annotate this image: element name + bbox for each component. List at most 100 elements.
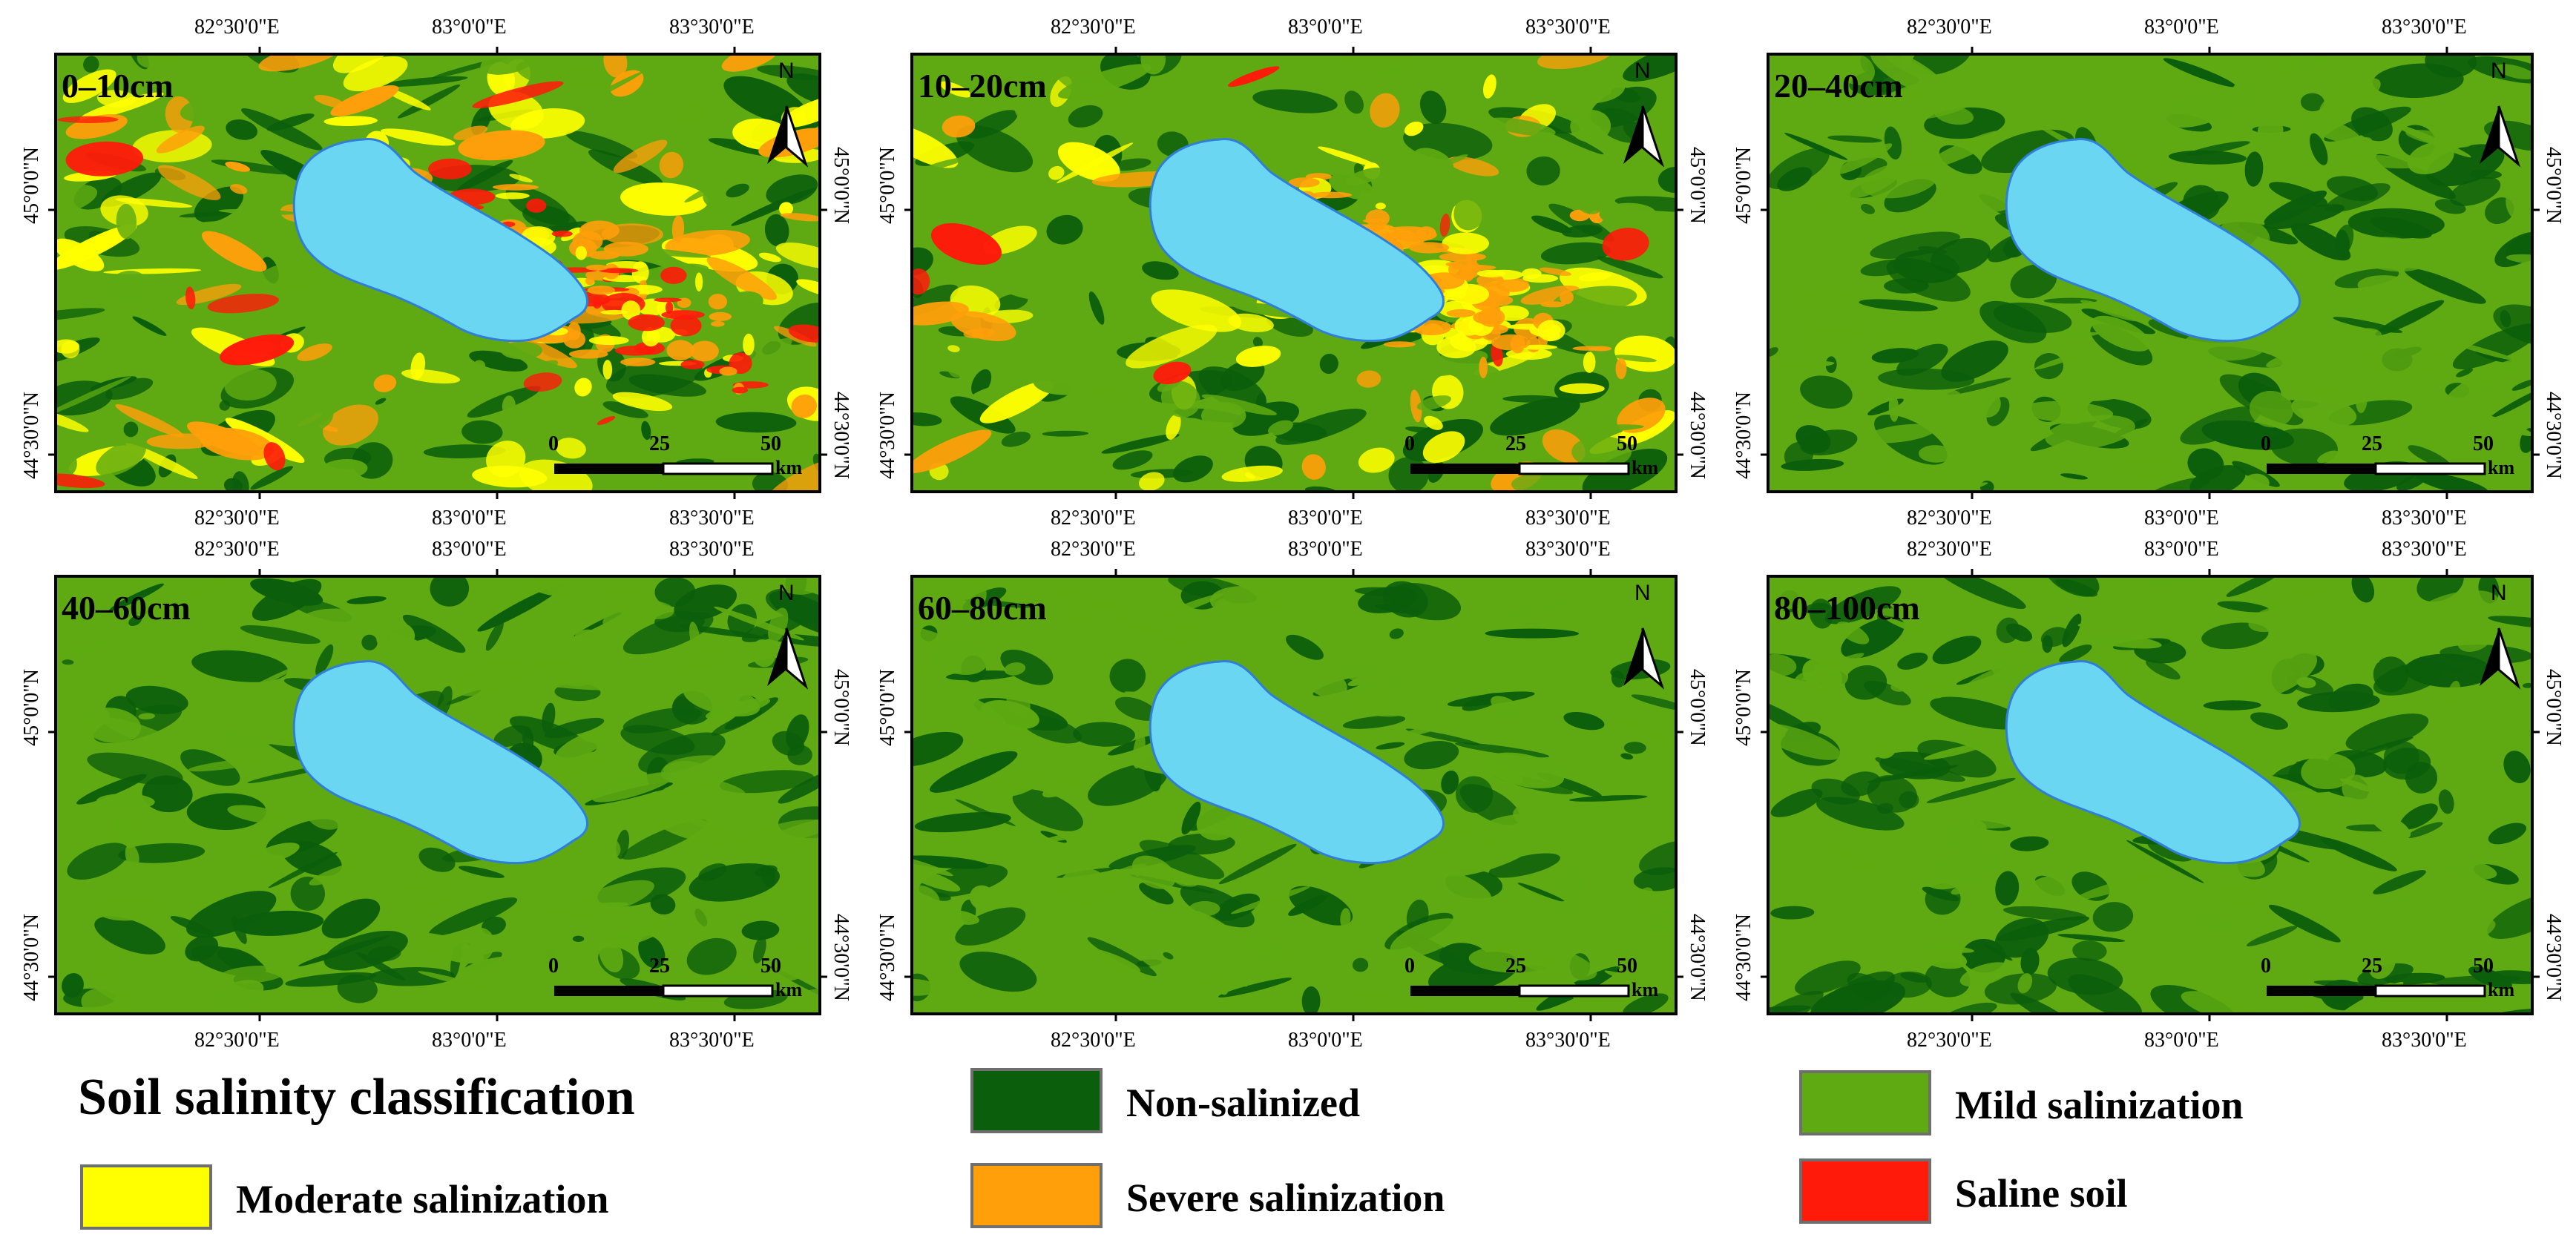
salinity-patch-saline xyxy=(732,386,749,394)
salinity-patch-mild xyxy=(1187,418,1223,439)
salinity-patch-mild xyxy=(942,690,1007,731)
salinity-patch-non xyxy=(1639,840,1676,875)
salinity-patch-mild xyxy=(2017,973,2033,994)
scalebar-tick-label: 0 xyxy=(1404,432,1415,455)
salinity-patch-mild xyxy=(1160,380,1200,418)
salinity-patch-non xyxy=(346,596,387,604)
salinity-patch-non xyxy=(2057,934,2126,943)
salinity-patch-severe xyxy=(453,125,488,140)
salinity-patch-moderate xyxy=(620,182,709,216)
salinity-patch-non xyxy=(1289,886,1353,926)
salinity-patch-severe xyxy=(942,115,976,138)
salinity-patch-moderate xyxy=(1138,472,1165,491)
salinity-patch-mild xyxy=(2053,608,2075,615)
salinity-patch-mild xyxy=(1642,904,1676,932)
salinity-patch-non xyxy=(2438,789,2454,814)
salinity-patch-mild xyxy=(738,819,820,855)
scalebar-tick-label: 25 xyxy=(2362,955,2382,978)
salinity-patch-mild xyxy=(2266,585,2329,608)
salinity-patch-mild xyxy=(1604,970,1660,991)
salinity-patch-mild xyxy=(1356,988,1447,1014)
salinity-patch-severe xyxy=(1539,267,1572,276)
salinity-patch-mild xyxy=(912,978,939,996)
salinity-patch-moderate xyxy=(1375,202,1386,210)
salinity-patch-non xyxy=(2468,966,2512,989)
salinity-patch-mild xyxy=(1570,109,1611,142)
salinity-patch-severe xyxy=(1439,252,1486,262)
salinity-patch-non xyxy=(1068,105,1103,128)
salinity-patch-mild xyxy=(2362,343,2449,378)
salinity-patch-non xyxy=(2250,712,2288,730)
salinity-patch-non xyxy=(1344,90,1364,114)
salinity-patch-non xyxy=(2163,58,2236,88)
latitude-label-left: 45°0'0"N xyxy=(20,147,43,224)
salinity-patch-saline xyxy=(680,360,705,369)
salinity-patch-non xyxy=(2268,904,2341,943)
salinity-patch-non xyxy=(641,421,651,441)
salinity-patch-mild xyxy=(2074,870,2168,900)
salinity-patch-mild xyxy=(1875,332,1916,347)
salinity-patch-mild xyxy=(1511,471,1582,492)
map-frame xyxy=(910,53,1678,493)
salinity-patch-non xyxy=(914,812,1011,833)
salinity-patch-mild xyxy=(2317,450,2339,464)
salinity-patch-saline xyxy=(1439,213,1450,237)
salinity-patch-mild xyxy=(669,775,746,799)
salinity-patch-severe xyxy=(330,85,399,116)
legend-swatch-moderate-salinization xyxy=(80,1164,212,1230)
salinity-patch-mild xyxy=(2300,114,2362,145)
salinity-patch-non xyxy=(1800,375,1853,409)
salinity-patch-severe xyxy=(613,139,668,173)
salinity-patch-severe xyxy=(1365,209,1390,228)
salinity-patch-saline xyxy=(930,222,1002,266)
salinity-patch-mild xyxy=(1033,364,1102,395)
salinity-patch-non xyxy=(1163,952,1174,960)
salinity-patch-mild xyxy=(2223,207,2233,217)
salinity-patch-non xyxy=(2373,656,2409,693)
salinity-patch-mild xyxy=(1406,181,1457,206)
salinity-patch-mild xyxy=(1874,742,1896,759)
salinity-patch-mild xyxy=(2506,190,2524,220)
longitude-label-top: 83°30'0"E xyxy=(2382,538,2467,561)
salinity-patch-non xyxy=(956,125,1034,173)
salinity-patch-mild xyxy=(2355,237,2431,272)
salinity-patch-non xyxy=(76,774,147,805)
salinity-patch-non xyxy=(2010,836,2049,851)
salinity-patch-mild xyxy=(535,656,589,687)
salinity-patch-saline xyxy=(597,416,616,425)
salinity-patch-non xyxy=(132,316,167,336)
salinity-patch-non xyxy=(2523,682,2532,688)
salinity-patch-non xyxy=(223,478,243,492)
salinity-patch-mild xyxy=(573,629,607,658)
salinity-patch-mild xyxy=(2339,778,2376,793)
salinity-patch-mild xyxy=(1974,390,2001,418)
salinity-patch-non xyxy=(2503,751,2531,784)
salinity-patch-moderate xyxy=(695,272,703,292)
salinity-patch-non xyxy=(1623,54,1676,82)
salinity-patch-mild xyxy=(2257,119,2284,142)
map-frame xyxy=(1767,53,2534,493)
longitude-label-bottom: 83°0'0"E xyxy=(432,507,507,530)
longitude-label-bottom: 82°30'0"E xyxy=(1051,507,1136,530)
salinity-patch-mild xyxy=(2085,633,2162,649)
scalebar-tick-label: 0 xyxy=(1404,955,1415,978)
salinity-patch-non xyxy=(1886,257,1971,302)
salinity-patch-mild xyxy=(2092,315,2151,352)
salinity-patch-non xyxy=(1109,659,1146,693)
salinity-patch-moderate xyxy=(56,224,137,271)
salinity-patch-mild xyxy=(1231,886,1310,914)
salinity-patch-severe xyxy=(323,404,379,446)
salinity-patch-non xyxy=(1073,722,1135,747)
salinity-patch-mild xyxy=(1327,630,1409,655)
salinity-patch-mild xyxy=(1558,866,1585,900)
salinity-patch-saline xyxy=(670,314,702,337)
north-letter: N xyxy=(2491,581,2507,605)
salinity-patch-non xyxy=(1900,972,1928,983)
salinity-patch-severe xyxy=(314,95,345,108)
salinity-patch-severe xyxy=(1491,334,1531,351)
salinity-patch-moderate xyxy=(621,300,641,320)
depth-label: 10–20cm xyxy=(918,67,1047,105)
scalebar xyxy=(1410,984,1630,998)
salinity-patch-non xyxy=(469,350,528,372)
salinity-patch-severe xyxy=(157,165,221,200)
